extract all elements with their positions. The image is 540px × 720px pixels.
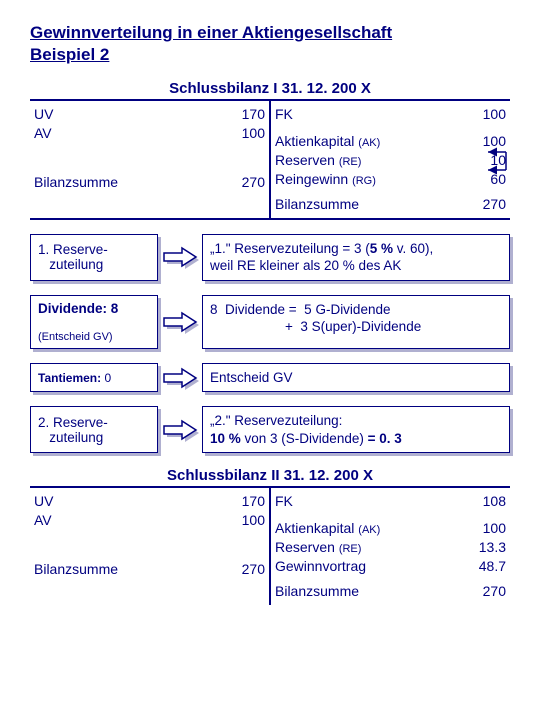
step-arrow (158, 363, 202, 393)
balance-row: FK100 (275, 105, 506, 124)
step-row: Dividende: 8(Entscheid GV) 8 Dividende = … (30, 295, 510, 349)
balance-row: UV170 (34, 492, 265, 511)
title-line-2: Beispiel 2 (30, 45, 109, 64)
balance1-left-sum: Bilanzsumme 270 (34, 173, 265, 192)
balance-row: Reingewinn (RG)60 (275, 170, 506, 189)
balance1: UV170AV100 Bilanzsumme 270 FK100 Aktienka… (30, 99, 510, 219)
step-left-box: 1. Reserve- zuteilung (30, 234, 158, 281)
balance-row: Reserven (RE)10 (275, 151, 506, 170)
balance1-heading: Schlussbilanz I 31. 12. 200 X (30, 80, 510, 97)
step-right-box: „2." Reservezuteilung:10 % von 3 (S-Divi… (202, 406, 510, 453)
balance-row: Gewinnvortrag48.7 (275, 557, 506, 576)
balance-row: Aktienkapital (AK)100 (275, 132, 506, 151)
balance-row: UV170 (34, 105, 265, 124)
balance-row: Aktienkapital (AK)100 (275, 519, 506, 538)
balance1-right-sum: Bilanzsumme 270 (275, 195, 506, 214)
page-title: Gewinnverteilung in einer Aktiengesellsc… (30, 22, 510, 66)
step-left-box: Dividende: 8(Entscheid GV) (30, 295, 158, 349)
balance2-liab: FK108 Aktienkapital (AK)100Reserven (RE)1… (271, 488, 510, 604)
step-arrow (158, 406, 202, 453)
step-right-box: 8 Dividende = 5 G-Dividende + 3 S(uper)-… (202, 295, 510, 349)
balance1-assets: UV170AV100 Bilanzsumme 270 (30, 101, 271, 217)
step-row: 2. Reserve- zuteilung „2." Reservezuteilu… (30, 406, 510, 453)
step-row: Tantiemen: 0 Entscheid GV (30, 363, 510, 393)
balance2-left-sum: Bilanzsumme 270 (34, 560, 265, 579)
balance2: UV170AV100 Bilanzsumme 270 FK108 Aktienka… (30, 486, 510, 604)
step-arrow (158, 234, 202, 281)
balance-row: FK108 (275, 492, 506, 511)
balance-row: Reserven (RE)13.3 (275, 538, 506, 557)
step-left-box: 2. Reserve- zuteilung (30, 406, 158, 453)
step-arrow (158, 295, 202, 349)
step-right-box: „1." Reservezuteilung = 3 (5 % v. 60),we… (202, 234, 510, 281)
balance1-liab: FK100 Aktienkapital (AK)100Reserven (RE)1… (271, 101, 510, 217)
balance-row: AV100 (34, 511, 265, 530)
balance2-assets: UV170AV100 Bilanzsumme 270 (30, 488, 271, 604)
balance2-right-sum: Bilanzsumme 270 (275, 582, 506, 601)
step-right-box: Entscheid GV (202, 363, 510, 393)
balance-row: AV100 (34, 124, 265, 143)
steps: 1. Reserve- zuteilung „1." Reservezuteilu… (30, 234, 510, 454)
balance2-heading: Schlussbilanz II 31. 12. 200 X (30, 467, 510, 484)
title-line-1: Gewinnverteilung in einer Aktiengesellsc… (30, 23, 392, 42)
step-left-box: Tantiemen: 0 (30, 363, 158, 393)
step-row: 1. Reserve- zuteilung „1." Reservezuteilu… (30, 234, 510, 281)
